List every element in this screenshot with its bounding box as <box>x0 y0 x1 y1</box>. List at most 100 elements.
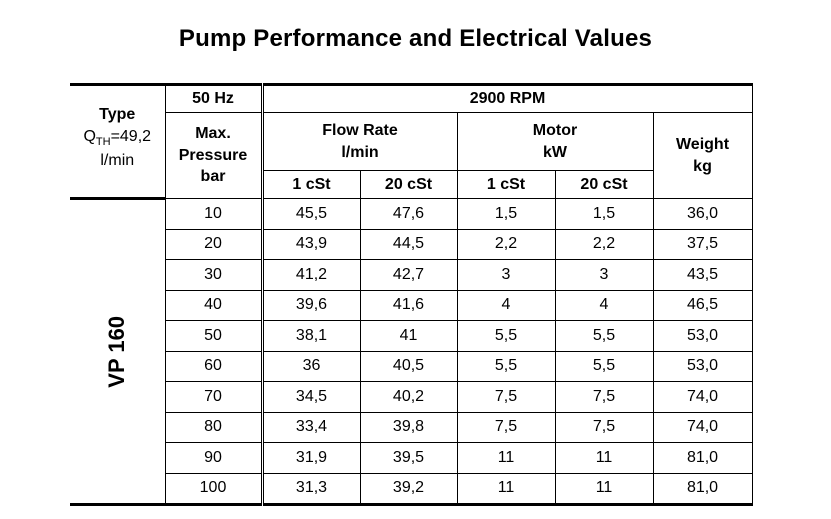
max-pressure-line2: Pressure <box>178 146 248 164</box>
weight-header: Weight kg <box>653 112 753 199</box>
pressure-cell: 40 <box>164 289 264 321</box>
flow-1cst-cell: 31,3 <box>261 472 361 506</box>
motor-1cst-cell: 4 <box>456 289 556 321</box>
flow-1cst-cell: 36 <box>261 350 361 382</box>
pressure-cell: 70 <box>164 381 264 413</box>
flow-rate-header: Flow Rate l/min <box>262 112 458 171</box>
weight-cell: 46,5 <box>652 289 753 321</box>
flow-20cst-cell: 42,7 <box>359 259 458 291</box>
qth-value: =49,2 <box>110 127 152 145</box>
flow-20cst-cell: 39,5 <box>359 442 458 474</box>
flow-1cst-cell: 34,5 <box>261 381 361 413</box>
flow-20cst-cell: 39,2 <box>359 472 458 506</box>
motor-1cst-cell: 5,5 <box>456 350 556 382</box>
max-pressure-line3: bar <box>200 168 226 186</box>
pressure-cell: 80 <box>164 411 264 443</box>
rpm-header: 2900 RPM <box>262 83 753 113</box>
weight-cell: 37,5 <box>652 228 753 260</box>
motor-20cst-cell: 5,5 <box>554 350 654 382</box>
motor-1cst-cell: 11 <box>456 442 556 474</box>
type-header-cell: Type QTH=49,2 l/min <box>70 83 166 199</box>
flow-20cst-cell: 47,6 <box>359 198 458 230</box>
pressure-cell: 30 <box>164 259 264 291</box>
motor-1cst-cell: 1,5 <box>456 198 556 230</box>
flow-20cst-cell: 44,5 <box>359 228 458 260</box>
weight-cell: 43,5 <box>652 259 753 291</box>
model-cell: VP 160 <box>70 197 166 506</box>
flow-1cst-cell: 31,9 <box>261 442 361 474</box>
flow-20cst-cell: 41 <box>359 320 458 352</box>
flow-1cst-cell: 43,9 <box>261 228 361 260</box>
motor-20cst-cell: 11 <box>554 472 654 506</box>
table-row: 100 31,3 39,2 11 11 81,0 <box>70 472 753 506</box>
motor-20cst-cell: 1,5 <box>554 198 654 230</box>
motor-1cst-cell: 7,5 <box>456 411 556 443</box>
motor-line2: kW <box>543 143 567 161</box>
motor-header: Motor kW <box>457 112 654 171</box>
weight-cell: 53,0 <box>652 350 753 382</box>
flow-20cst-cell: 40,2 <box>359 381 458 413</box>
pressure-cell: 50 <box>164 320 264 352</box>
frequency-header: 50 Hz <box>165 83 264 113</box>
motor-1cst-cell: 2,2 <box>456 228 556 260</box>
flow-1cst-cell: 38,1 <box>261 320 361 352</box>
motor-20cst-cell: 4 <box>554 289 654 321</box>
flow-1cst-cell: 33,4 <box>261 411 361 443</box>
table-row: VP 160 10 45,5 47,6 1,5 1,5 36,0 <box>70 197 753 506</box>
table-row: 50 38,1 41 5,5 5,5 53,0 <box>70 320 753 352</box>
table-row: 70 34,5 40,2 7,5 7,5 74,0 <box>70 381 753 413</box>
max-pressure-header: Max. Pressure bar <box>165 112 264 199</box>
type-label: Type <box>99 106 136 123</box>
motor-1cst-cell: 11 <box>456 472 556 506</box>
pressure-cell: 60 <box>164 350 264 382</box>
motor-20cst-header: 20 cSt <box>555 170 654 199</box>
max-pressure-line1: Max. <box>195 125 231 143</box>
motor-1cst-header: 1 cSt <box>457 170 556 199</box>
flow-20cst-cell: 39,8 <box>359 411 458 443</box>
motor-line1: Motor <box>532 121 578 139</box>
flow-spec-unit: l/min <box>100 151 135 169</box>
flow-spec-label: QTH=49,2 <box>70 126 165 150</box>
flow-rate-line2: l/min <box>341 143 379 161</box>
pressure-cell: 90 <box>164 442 264 474</box>
weight-line1: Weight <box>675 135 730 153</box>
flow-20cst-cell: 40,5 <box>359 350 458 382</box>
weight-cell: 74,0 <box>652 381 753 413</box>
table-row: 20 43,9 44,5 2,2 2,2 37,5 <box>70 228 753 260</box>
table-row: 60 36 40,5 5,5 5,5 53,0 <box>70 350 753 382</box>
flow-rate-line1: Flow Rate <box>322 121 398 139</box>
weight-cell: 81,0 <box>652 442 753 474</box>
pressure-cell: 10 <box>164 198 264 230</box>
flow-1cst-cell: 41,2 <box>261 259 361 291</box>
table-row: 40 39,6 41,6 4 4 46,5 <box>70 289 753 321</box>
weight-cell: 53,0 <box>652 320 753 352</box>
page-title: Pump Performance and Electrical Values <box>178 25 653 52</box>
motor-1cst-cell: 7,5 <box>456 381 556 413</box>
flow-20cst-header: 20 cSt <box>360 170 458 199</box>
table-row: 30 41,2 42,7 3 3 43,5 <box>70 259 753 291</box>
weight-cell: 36,0 <box>652 198 753 230</box>
motor-20cst-cell: 11 <box>554 442 654 474</box>
table-row: 80 33,4 39,8 7,5 7,5 74,0 <box>70 411 753 443</box>
weight-cell: 74,0 <box>652 411 753 443</box>
flow-1cst-cell: 39,6 <box>261 289 361 321</box>
motor-1cst-cell: 5,5 <box>456 320 556 352</box>
pressure-cell: 20 <box>164 228 264 260</box>
weight-line2: kg <box>693 157 712 175</box>
flow-20cst-cell: 41,6 <box>359 289 458 321</box>
pressure-cell: 100 <box>164 472 264 506</box>
qth-prefix: Q <box>83 127 96 145</box>
model-label: VP 160 <box>104 315 130 388</box>
motor-20cst-cell: 5,5 <box>554 320 654 352</box>
flow-1cst-header: 1 cSt <box>262 170 361 199</box>
motor-20cst-cell: 7,5 <box>554 381 654 413</box>
motor-1cst-cell: 3 <box>456 259 556 291</box>
qth-subscript: TH <box>95 135 111 148</box>
motor-20cst-cell: 7,5 <box>554 411 654 443</box>
table-body: VP 160 10 45,5 47,6 1,5 1,5 36,0 20 43,9 44,5 2,2 2… <box>70 197 753 506</box>
performance-table: Type QTH=49,2 l/min 50 Hz 2900 RPM Max. … <box>70 83 753 506</box>
flow-1cst-cell: 45,5 <box>261 198 361 230</box>
motor-20cst-cell: 2,2 <box>554 228 654 260</box>
motor-20cst-cell: 3 <box>554 259 654 291</box>
table-row: 90 31,9 39,5 11 11 81,0 <box>70 442 753 474</box>
